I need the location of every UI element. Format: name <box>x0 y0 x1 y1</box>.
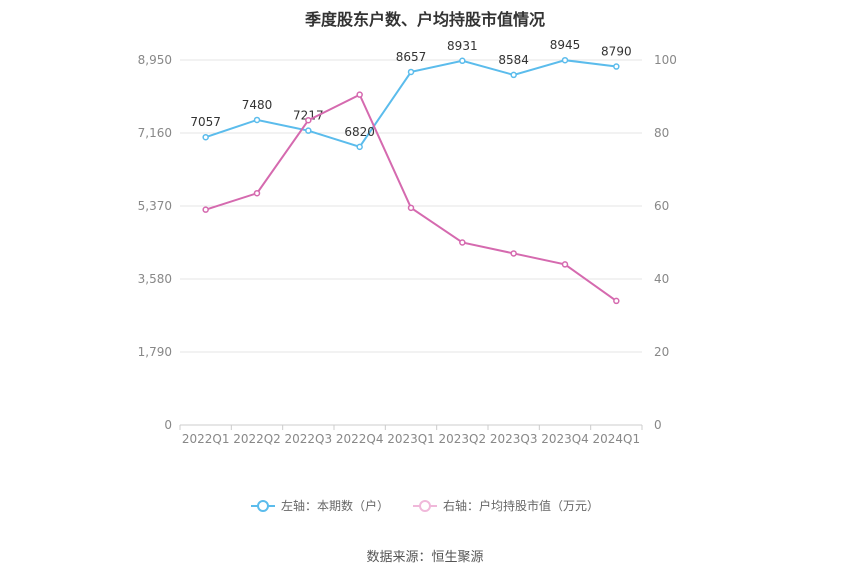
data-label: 7480 <box>242 98 273 112</box>
source-note: 数据来源：恒生聚源 <box>366 550 484 565</box>
left-tick-label: 8,950 <box>138 53 172 67</box>
legend-left-label: 左轴：本期数（户） <box>280 499 389 513</box>
right-series-point <box>510 250 517 257</box>
legend-right-label: 右轴：户均持股市值（万元） <box>443 499 600 513</box>
left-tick-label: 0 <box>164 418 172 432</box>
right-axis: 0 20 40 60 80 100 <box>654 53 677 432</box>
right-series-point <box>202 206 209 213</box>
data-label: 8790 <box>601 45 632 59</box>
right-tick-label: 80 <box>654 126 669 140</box>
legend: 左轴：本期数（户） 右轴：户均持股市值（万元） <box>0 497 850 514</box>
data-label: 7057 <box>190 115 221 129</box>
data-label: 8584 <box>498 53 529 67</box>
right-tick-label: 40 <box>654 272 669 286</box>
left-series-point <box>407 68 415 76</box>
x-tick-label: 2022Q3 <box>285 432 333 446</box>
legend-left-marker-icon <box>250 499 275 512</box>
left-series-point <box>459 57 466 65</box>
x-tick-label: 2023Q1 <box>387 432 435 446</box>
left-series-point <box>613 63 620 70</box>
x-tick-label: 2023Q4 <box>541 432 589 446</box>
data-label: 7217 <box>293 109 324 123</box>
left-series-point <box>356 143 363 151</box>
series-layer: 7057 7480 7217 6820 8657 8931 8584 8945 8790 <box>190 38 632 305</box>
left-series-point <box>305 127 312 134</box>
right-tick-label: 0 <box>654 418 662 432</box>
legend-item-left[interactable]: 左轴：本期数（户） <box>250 497 389 514</box>
x-tick-label: 2023Q3 <box>490 432 538 446</box>
data-label: 8945 <box>550 38 581 52</box>
x-tick-label: 2022Q2 <box>233 432 281 446</box>
right-tick-label: 60 <box>654 199 669 213</box>
x-tick-label: 2022Q1 <box>182 432 230 446</box>
x-axis: 2022Q1 2022Q2 2022Q3 2022Q4 2023Q1 2023Q2 2023… <box>179 424 643 446</box>
left-series-point <box>561 56 569 64</box>
right-series-point <box>407 204 415 212</box>
left-series-point <box>510 71 517 79</box>
right-series-line <box>205 93 617 302</box>
left-tick-label: 1,790 <box>138 345 172 359</box>
right-series-point <box>459 239 466 246</box>
x-tick-label: 2023Q2 <box>439 432 487 446</box>
data-label: 8657 <box>396 50 427 64</box>
right-series-point <box>305 116 312 124</box>
left-tick-label: 3,580 <box>138 272 172 286</box>
right-tick-label: 20 <box>654 345 669 359</box>
left-tick-label: 7,160 <box>138 126 172 140</box>
chart-title: 季度股东户数、户均持股市值情况 <box>304 10 545 29</box>
left-series-point <box>253 116 261 124</box>
legend-item-right[interactable]: 右轴：户均持股市值（万元） <box>413 497 599 514</box>
right-series-point <box>561 261 569 268</box>
x-tick-label: 2024Q1 <box>593 432 641 446</box>
left-series-point <box>202 133 209 141</box>
left-axis: 0 1,790 3,580 5,370 7,160 8,950 <box>138 53 172 432</box>
x-tick-label: 2022Q4 <box>336 432 384 446</box>
data-label: 8931 <box>447 39 478 53</box>
data-label: 6820 <box>344 125 375 139</box>
right-series-point <box>613 297 620 305</box>
left-tick-label: 5,370 <box>138 199 172 213</box>
legend-right-marker-icon <box>413 499 437 512</box>
right-series-point <box>356 91 363 98</box>
right-series-point <box>253 189 261 197</box>
right-tick-label: 100 <box>654 53 677 67</box>
